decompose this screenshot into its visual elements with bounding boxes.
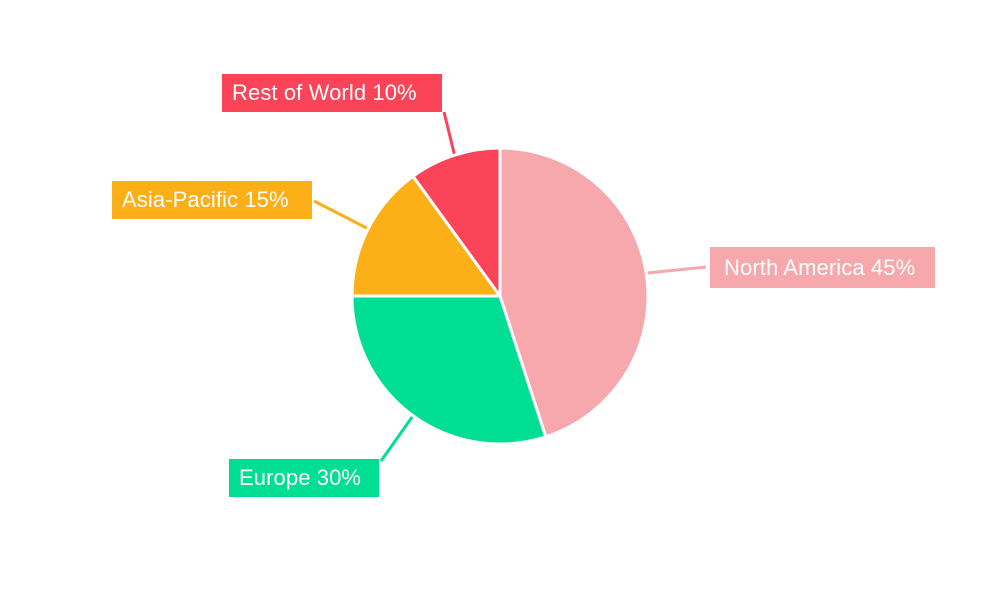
leader-line-rest-of-world [442,111,457,160]
pie-slice-north-america[interactable] [498,146,650,439]
pie-slice-label-europe-text: Europe 30% [239,465,362,490]
pie-slice-europe[interactable] [350,294,548,446]
pie-slice-asia-pacific[interactable] [350,174,502,298]
pie-slice-label-north-america[interactable]: North America 45% [710,247,935,288]
pie-slice-label-rest-of-world-text: Rest of World 10% [232,80,417,105]
pie-slice-label-rest-of-world[interactable]: Rest of World 10% [222,74,442,112]
pie-slice-label-europe[interactable]: Europe 30% [229,459,379,497]
pie-slice-rest-of-world[interactable] [411,146,502,298]
pie-slice-label-asia-pacific[interactable]: Asia-Pacific 15% [112,181,312,219]
pie-slice-label-north-america-text: North America 45% [724,254,916,280]
leader-line-europe [379,411,417,462]
leader-line-group [313,111,707,462]
pie-slice-label-asia-pacific-text: Asia-Pacific 15% [122,187,289,212]
pie-slice-group [350,146,650,446]
leader-line-asia-pacific [313,199,373,232]
leader-line-north-america [642,265,707,275]
